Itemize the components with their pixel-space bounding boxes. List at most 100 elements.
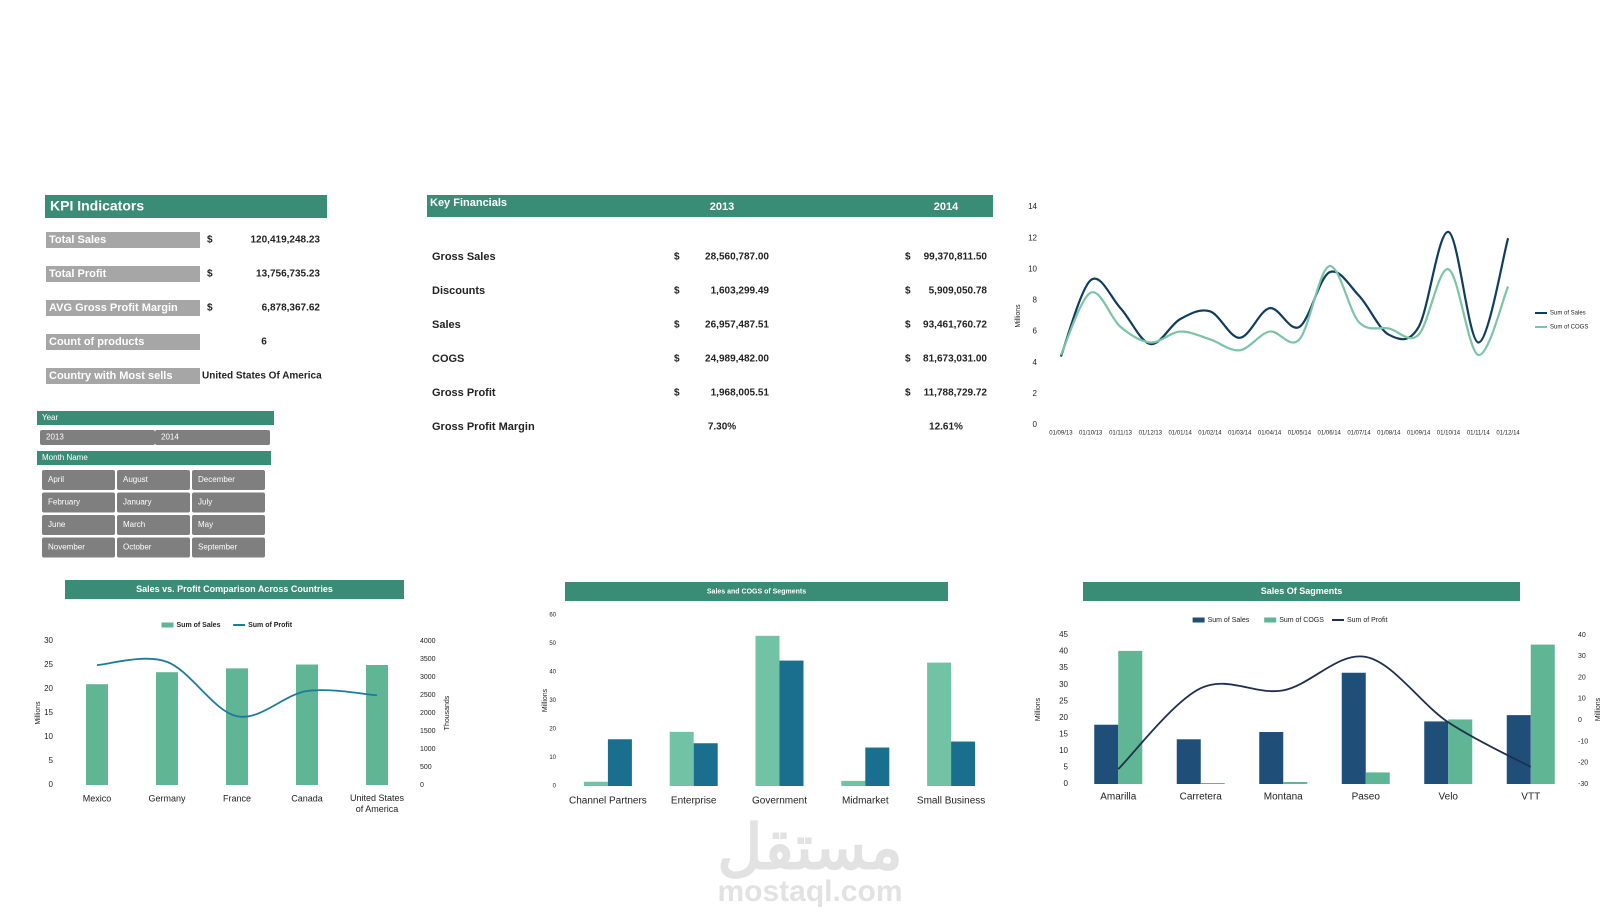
- slicer-button[interactable]: [192, 470, 265, 490]
- slicer-button[interactable]: [155, 430, 270, 445]
- y-tick-label: 20: [549, 727, 556, 733]
- bar: [1341, 672, 1366, 784]
- financials-currency: $: [905, 320, 911, 331]
- legend-symbol: [1264, 617, 1277, 623]
- slicer-button[interactable]: [117, 537, 190, 558]
- x-tick-label: 01/11/14: [1467, 431, 1491, 437]
- y2-tick-label: 0: [420, 782, 424, 789]
- financials-label: Sales: [432, 319, 461, 331]
- y-axis-title: Millions: [542, 688, 549, 712]
- legend-label: Sum of Sales: [1550, 311, 1586, 317]
- slicer-header: [37, 451, 271, 465]
- y-axis-title: Millions: [35, 701, 42, 725]
- y2-axis-title: Millions: [1595, 697, 1602, 721]
- financials-currency: $: [674, 388, 680, 399]
- y-tick-label: 0: [49, 780, 54, 789]
- bar: [1424, 721, 1449, 784]
- slicer-button[interactable]: [192, 537, 265, 558]
- kpi-label: Total Profit: [49, 268, 107, 280]
- bar: [779, 660, 804, 786]
- slicer-item: August: [123, 475, 149, 484]
- y2-tick-label: 3500: [420, 656, 436, 663]
- kpi-value: United States Of America: [202, 371, 322, 382]
- financials-year: 2014: [934, 201, 959, 213]
- financials-title: Key Financials: [430, 197, 507, 209]
- line: [1117, 655, 1532, 770]
- financials-label: Gross Profit Margin: [432, 421, 535, 433]
- x-tick-label: Enterprise: [671, 796, 717, 807]
- slicer-button[interactable]: [192, 492, 265, 513]
- financials-value: 81,673,031.00: [923, 354, 987, 365]
- legend-label: Sum of Sales: [1208, 617, 1250, 624]
- kpi-currency: $: [207, 303, 213, 314]
- y-tick-label: 10: [1028, 264, 1037, 273]
- bar: [693, 743, 718, 786]
- y2-tick-label: -20: [1578, 760, 1588, 767]
- bar: [1259, 732, 1284, 784]
- slicer-button[interactable]: [42, 492, 115, 513]
- x-tick-label: 01/12/14: [1496, 431, 1520, 437]
- y2-tick-label: 10: [1578, 696, 1586, 703]
- bar: [86, 684, 108, 785]
- y-tick-label: 15: [44, 708, 53, 717]
- financials-value: 93,461,760.72: [923, 320, 987, 331]
- y-tick-label: 8: [1033, 296, 1038, 305]
- slicer-button[interactable]: [117, 515, 190, 535]
- slicer-button[interactable]: [40, 430, 155, 445]
- y-tick-label: 0: [1064, 779, 1069, 788]
- y-tick-label: 45: [1059, 630, 1068, 639]
- bar: [1506, 715, 1531, 784]
- y2-tick-label: 1500: [420, 728, 436, 735]
- x-tick-label: 01/02/14: [1198, 431, 1222, 437]
- bar: [226, 668, 248, 785]
- bar: [607, 739, 632, 786]
- kpi-label-box: [46, 266, 200, 282]
- y-axis-title: Millions: [1035, 697, 1042, 721]
- kpi-value: 120,419,248.23: [250, 235, 320, 246]
- y-tick-label: 12: [1028, 233, 1037, 242]
- bar: [841, 780, 866, 786]
- chart-title-bar: [65, 580, 404, 599]
- y-tick-label: 5: [49, 756, 54, 765]
- kpi-label-box: [46, 368, 200, 384]
- kpi-title: KPI Indicators: [50, 198, 144, 214]
- financials-value: 11,788,729.72: [924, 388, 988, 399]
- y2-tick-label: 40: [1578, 632, 1586, 639]
- slicer-button[interactable]: [42, 515, 115, 535]
- watermark-site: mostaql.com: [717, 875, 902, 908]
- financials-value: 26,957,487.51: [705, 320, 769, 331]
- financials-currency: $: [905, 286, 911, 297]
- y-tick-label: 0: [553, 784, 557, 790]
- financials-label: Gross Sales: [432, 251, 496, 263]
- y-tick-label: 4: [1033, 358, 1038, 367]
- slicer-button[interactable]: [117, 470, 190, 490]
- slicer-item: 2013: [46, 433, 64, 442]
- bar: [1176, 739, 1201, 784]
- slicer-item: 2014: [161, 433, 179, 442]
- x-tick-label: Velo: [1439, 792, 1459, 803]
- x-tick-label: 01/03/14: [1228, 431, 1252, 437]
- bar: [1200, 783, 1225, 784]
- slicer-button[interactable]: [42, 537, 115, 558]
- chart-title-bar: [565, 582, 948, 601]
- slicer-item: February: [48, 498, 80, 507]
- slicer-item: October: [123, 543, 152, 552]
- y-tick-label: 5: [1064, 763, 1069, 772]
- kpi-label-box: [46, 300, 200, 316]
- slicer-button[interactable]: [117, 492, 190, 513]
- slicer-button[interactable]: [42, 470, 115, 490]
- y2-tick-label: 1000: [420, 746, 436, 753]
- financials-label: Gross Profit: [432, 387, 496, 399]
- x-tick-label: 01/09/14: [1407, 431, 1431, 437]
- slicer-button[interactable]: [192, 515, 265, 535]
- x-tick-label: Amarilla: [1100, 792, 1137, 803]
- y-tick-label: 40: [549, 670, 556, 676]
- x-tick-label: Small Business: [917, 796, 985, 807]
- slicer-item: November: [48, 543, 85, 552]
- x-tick-label: 01/10/14: [1437, 431, 1461, 437]
- slicer-header: [37, 411, 274, 425]
- bar: [296, 664, 318, 785]
- legend-label: Sum of COGS: [1279, 617, 1324, 624]
- bar: [583, 781, 608, 786]
